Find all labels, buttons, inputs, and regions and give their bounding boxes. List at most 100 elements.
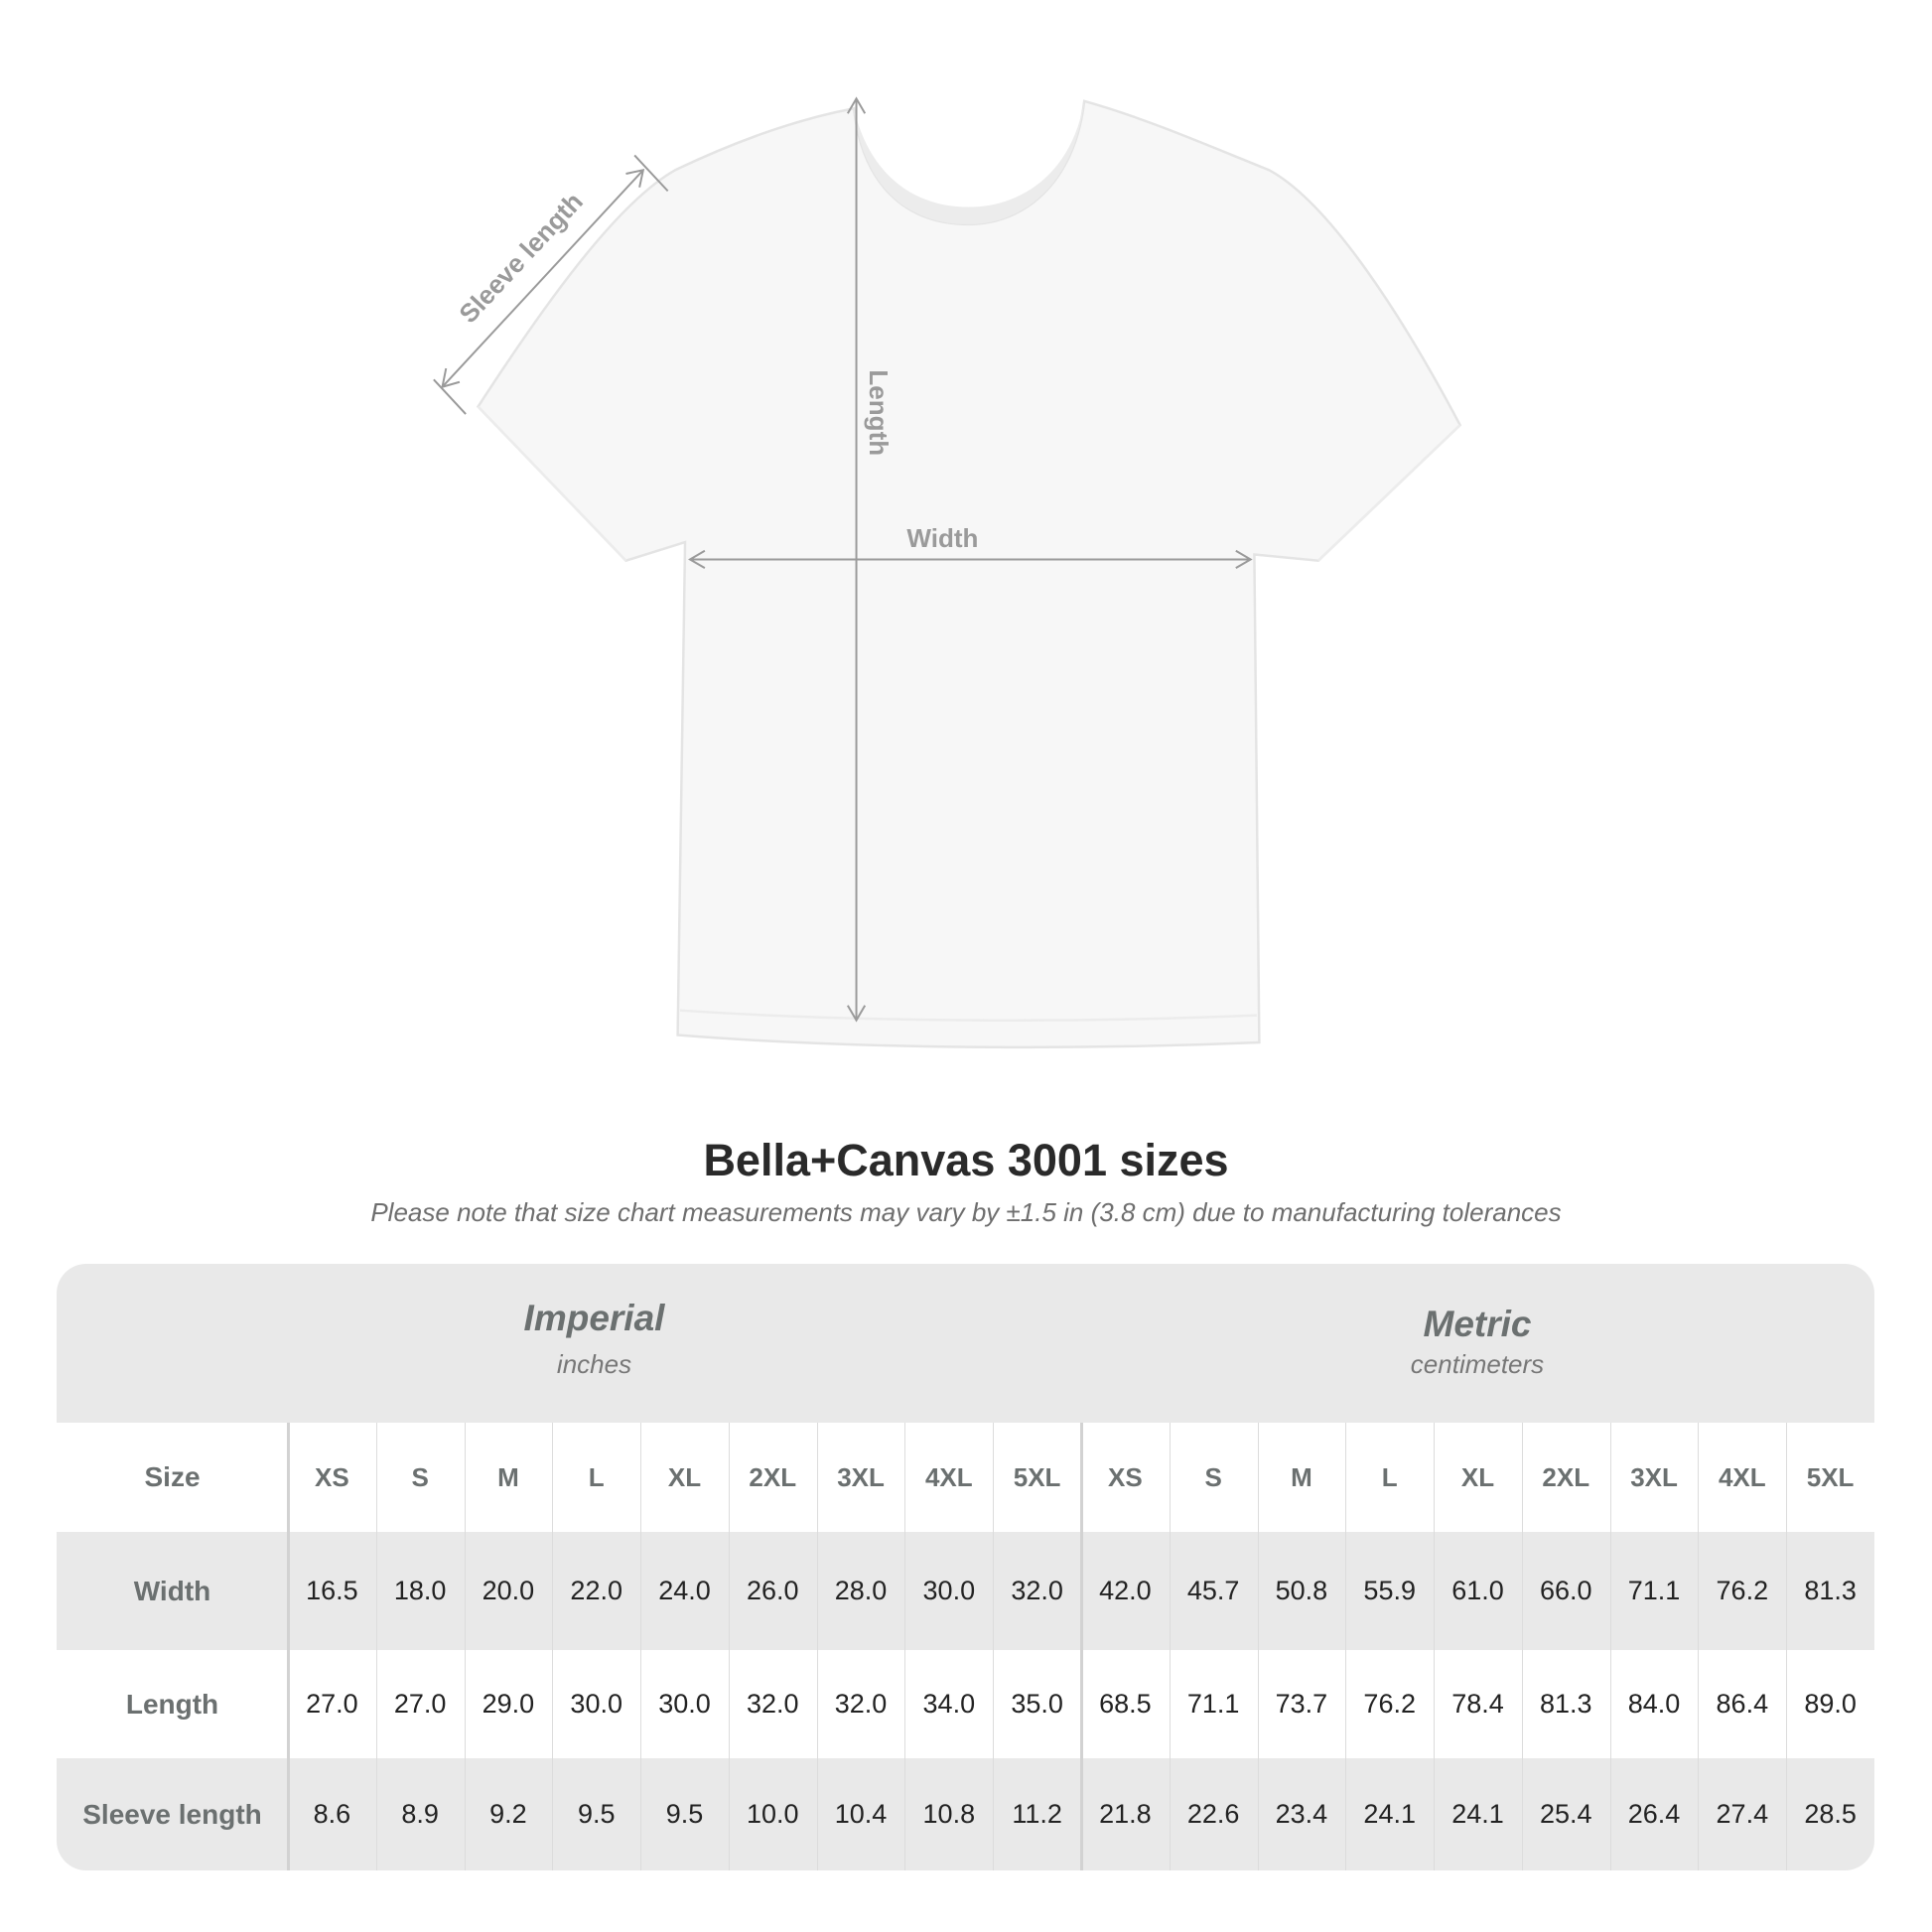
metric-value-cell: 81.3 <box>1804 1576 1857 1605</box>
imperial-value-cell: 30.0 <box>570 1689 622 1719</box>
imperial-value-cell: 9.5 <box>665 1799 704 1829</box>
column-divider <box>1434 1423 1436 1870</box>
collar <box>854 100 1085 224</box>
imperial-value-cell: 10.0 <box>746 1799 799 1829</box>
imperial-size-header: 5XL <box>1013 1461 1061 1492</box>
metric-value-cell: 42.0 <box>1099 1576 1152 1605</box>
column-divider <box>993 1423 995 1870</box>
imperial-value-cell: 28.0 <box>834 1576 888 1605</box>
metric-value-cell: 66.0 <box>1539 1576 1592 1605</box>
imperial-value-cell: 30.0 <box>922 1576 976 1605</box>
metric-value-cell: 24.1 <box>1363 1799 1416 1829</box>
metric-value-cell: 55.9 <box>1363 1576 1416 1605</box>
metric-size-header: 4XL <box>1718 1461 1766 1492</box>
column-divider <box>816 1423 818 1870</box>
column-divider <box>287 1423 290 1870</box>
imperial-value-cell: 35.0 <box>1011 1689 1063 1719</box>
metric-value-cell: 45.7 <box>1186 1576 1240 1605</box>
metric-value-cell: 68.5 <box>1099 1689 1152 1719</box>
imperial-value-cell: 32.0 <box>1011 1576 1063 1605</box>
imperial-size-header: XS <box>315 1461 349 1492</box>
row-label: Length <box>125 1688 219 1720</box>
imperial-size-header: L <box>588 1461 605 1492</box>
imperial-value-cell: 32.0 <box>746 1689 799 1719</box>
size-chart-table: Imperial inches Metric centimeters Size X… <box>57 1264 1874 1870</box>
column-divider <box>1698 1423 1700 1870</box>
metric-value-cell: 89.0 <box>1804 1689 1857 1719</box>
page-title: Bella+Canvas 3001 sizes <box>703 1135 1229 1185</box>
metric-size-header: XS <box>1108 1461 1143 1492</box>
table-header-band <box>57 1264 1874 1423</box>
metric-value-cell: 71.1 <box>1627 1576 1681 1605</box>
metric-value-cell: 22.6 <box>1186 1799 1240 1829</box>
metric-size-header: S <box>1204 1461 1222 1492</box>
metric-size-header: 5XL <box>1806 1461 1855 1492</box>
column-divider <box>552 1423 554 1870</box>
metric-value-cell: 23.4 <box>1275 1799 1328 1829</box>
column-divider <box>1080 1423 1083 1870</box>
tshirt-image <box>476 99 1462 1049</box>
imperial-value-cell: 32.0 <box>834 1689 888 1719</box>
column-divider <box>728 1423 730 1870</box>
width-measure-line <box>688 549 1253 570</box>
metric-value-cell: 76.2 <box>1363 1689 1416 1719</box>
metric-size-header: M <box>1291 1461 1312 1492</box>
column-divider <box>1521 1423 1523 1870</box>
metric-value-cell: 71.1 <box>1186 1689 1240 1719</box>
imperial-value-cell: 34.0 <box>922 1689 976 1719</box>
imperial-size-header: M <box>497 1461 519 1492</box>
imperial-value-cell: 27.0 <box>393 1689 447 1719</box>
metric-value-cell: 50.8 <box>1275 1576 1328 1605</box>
metric-size-header: 3XL <box>1630 1461 1678 1492</box>
metric-value-cell: 21.8 <box>1099 1799 1152 1829</box>
column-divider <box>1786 1423 1788 1870</box>
imperial-value-cell: 10.8 <box>922 1799 976 1829</box>
length-label: Length <box>864 369 894 456</box>
metric-value-cell: 61.0 <box>1451 1576 1504 1605</box>
imperial-value-cell: 24.0 <box>658 1576 711 1605</box>
metric-value-cell: 26.4 <box>1627 1799 1681 1829</box>
metric-value-cell: 81.3 <box>1539 1689 1592 1719</box>
column-divider <box>904 1423 906 1870</box>
metric-header: Metric centimeters <box>1080 1264 1874 1423</box>
sleeve-length-measure-line <box>433 154 669 415</box>
imperial-value-cell: 26.0 <box>746 1576 799 1605</box>
metric-value-cell: 27.4 <box>1716 1799 1769 1829</box>
column-divider <box>640 1423 642 1870</box>
imperial-title: Imperial <box>523 1298 665 1338</box>
imperial-size-header: 3XL <box>837 1461 885 1492</box>
metric-value-cell: 84.0 <box>1627 1689 1681 1719</box>
imperial-value-cell: 27.0 <box>306 1689 358 1719</box>
metric-value-cell: 73.7 <box>1275 1689 1328 1719</box>
width-row-bg <box>57 1532 1874 1650</box>
imperial-header: Imperial inches <box>57 1264 1132 1423</box>
imperial-value-cell: 9.2 <box>489 1799 527 1829</box>
metric-value-cell: 78.4 <box>1451 1689 1504 1719</box>
width-label: Width <box>906 523 978 553</box>
imperial-size-header: XL <box>667 1461 702 1492</box>
metric-value-cell: 76.2 <box>1716 1576 1769 1605</box>
imperial-size-header: S <box>411 1461 429 1492</box>
metric-value-cell: 25.4 <box>1539 1799 1592 1829</box>
column-divider <box>1609 1423 1611 1870</box>
imperial-value-cell: 8.9 <box>401 1799 439 1829</box>
row-label: Sleeve length <box>82 1798 262 1830</box>
imperial-unit: inches <box>556 1349 632 1379</box>
imperial-value-cell: 16.5 <box>306 1576 358 1605</box>
imperial-value-cell: 11.2 <box>1012 1799 1062 1829</box>
imperial-value-cell: 29.0 <box>482 1689 535 1719</box>
metric-size-header: 2XL <box>1542 1461 1590 1492</box>
column-divider <box>464 1423 466 1870</box>
metric-size-header: L <box>1381 1461 1398 1492</box>
column-divider <box>1169 1423 1171 1870</box>
imperial-value-cell: 8.6 <box>313 1799 351 1829</box>
imperial-value-cell: 10.4 <box>834 1799 888 1829</box>
size-row-label: Size <box>144 1461 201 1492</box>
column-divider <box>1257 1423 1259 1870</box>
metric-title: Metric <box>1423 1304 1532 1344</box>
row-label: Width <box>133 1575 211 1606</box>
metric-value-cell: 86.4 <box>1716 1689 1769 1719</box>
column-divider <box>1345 1423 1347 1870</box>
imperial-value-cell: 30.0 <box>658 1689 711 1719</box>
sleeve-row-bg <box>57 1758 1874 1870</box>
